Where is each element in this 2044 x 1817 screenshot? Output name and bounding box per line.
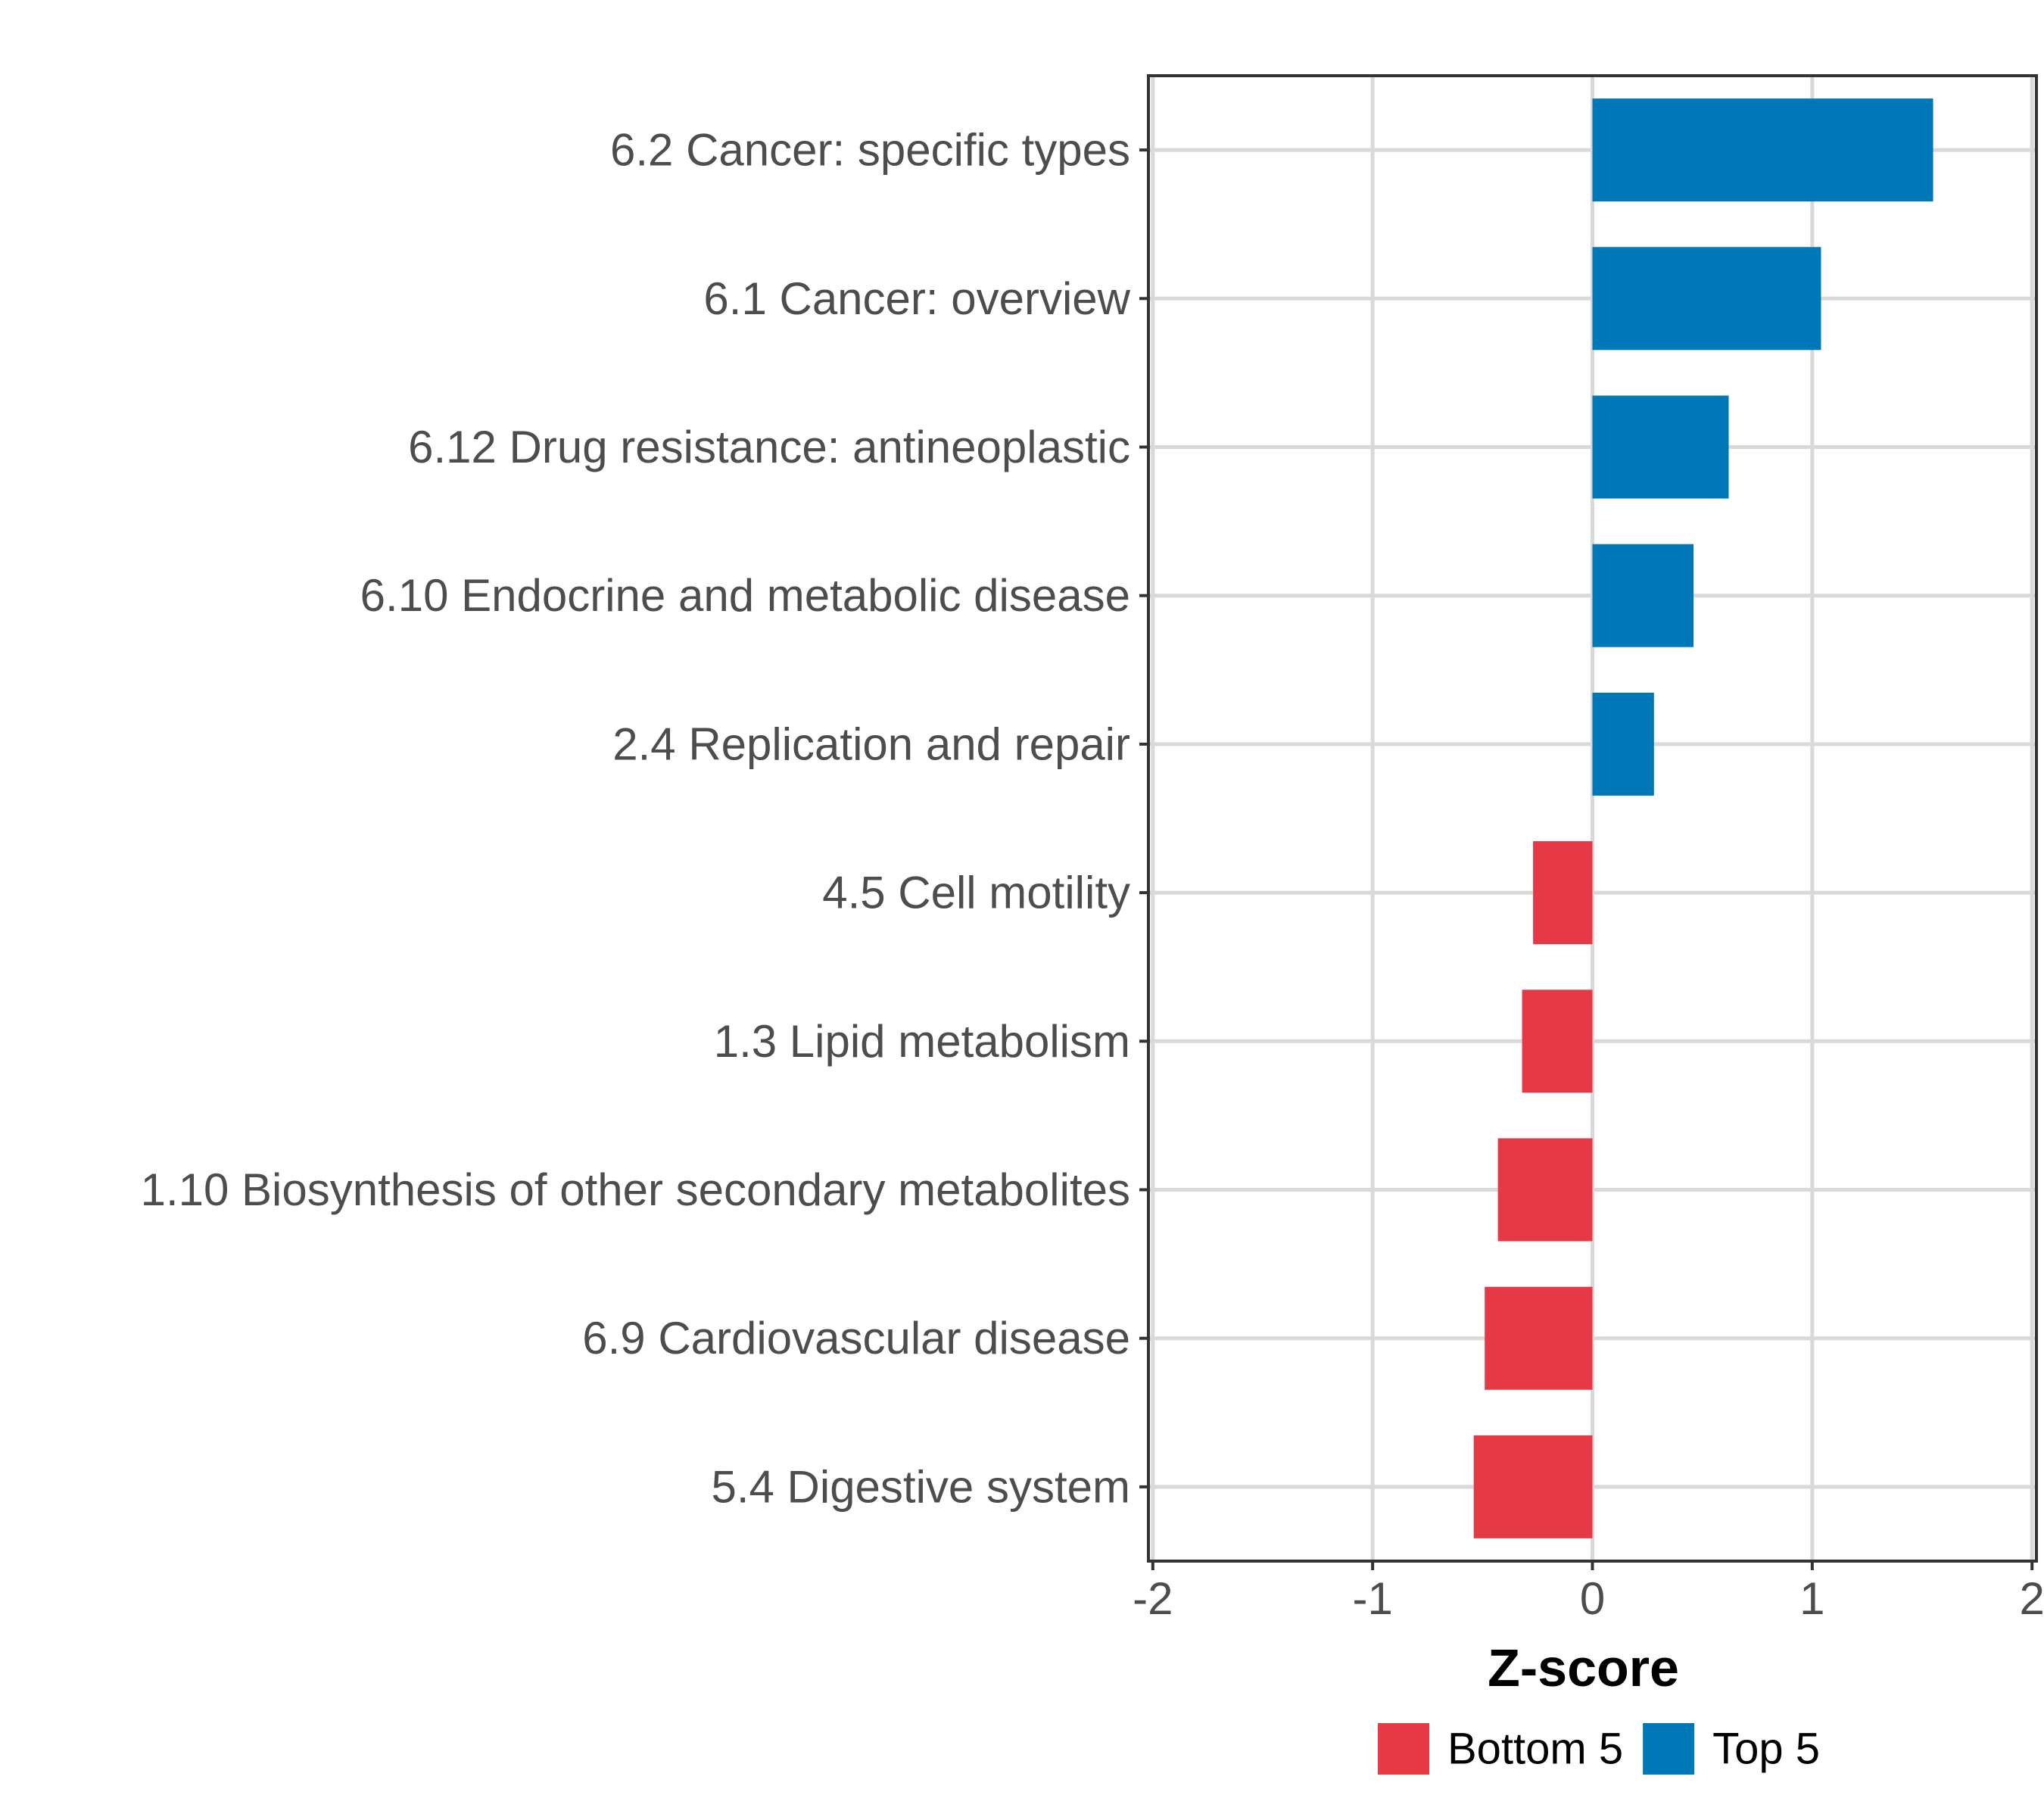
bar xyxy=(1533,841,1593,945)
legend-swatch xyxy=(1643,1723,1695,1775)
bar xyxy=(1592,395,1729,499)
x-tick-label: 0 xyxy=(1580,1573,1605,1624)
bar xyxy=(1497,1138,1593,1242)
y-tick-label: 4.5 Cell motility xyxy=(822,868,1130,918)
legend-label: Bottom 5 xyxy=(1447,1725,1623,1774)
legend-label: Top 5 xyxy=(1712,1725,1820,1774)
y-tick-label: 6.2 Cancer: specific types xyxy=(610,125,1130,176)
y-tick-label: 1.3 Lipid metabolism xyxy=(714,1016,1130,1067)
y-tick-label: 1.10 Biosynthesis of other secondary met… xyxy=(141,1164,1130,1215)
y-tick-label: 5.4 Digestive system xyxy=(711,1461,1130,1512)
x-tick-label: 2 xyxy=(2020,1573,2044,1624)
bar xyxy=(1485,1286,1593,1390)
x-axis-title: Z-score xyxy=(1488,1638,1679,1697)
bar xyxy=(1522,990,1593,1093)
x-tick-label: 1 xyxy=(1799,1573,1824,1624)
bar xyxy=(1473,1435,1593,1538)
bar xyxy=(1592,247,1821,351)
y-axis: 6.2 Cancer: specific types 6.1 Cancer: ov… xyxy=(141,125,1148,1512)
bar xyxy=(1592,98,1933,202)
bars-layer xyxy=(1473,98,1933,1538)
legend-swatch xyxy=(1378,1723,1429,1775)
y-tick-label: 2.4 Replication and repair xyxy=(612,718,1130,769)
x-tick-label: -2 xyxy=(1133,1573,1173,1624)
y-tick-label: 6.10 Endocrine and metabolic disease xyxy=(360,570,1130,621)
bar xyxy=(1592,544,1694,647)
y-tick-label: 6.1 Cancer: overview xyxy=(703,273,1130,324)
bar xyxy=(1592,692,1654,796)
legend: Bottom 5 Top 5 xyxy=(1378,1723,1820,1775)
y-tick-label: 6.9 Cardiovascular disease xyxy=(582,1313,1130,1364)
x-axis: -2 -1 0 1 2 xyxy=(1133,1561,2044,1624)
x-tick-label: -1 xyxy=(1352,1573,1392,1624)
y-tick-label: 6.12 Drug resistance: antineoplastic xyxy=(408,422,1130,472)
